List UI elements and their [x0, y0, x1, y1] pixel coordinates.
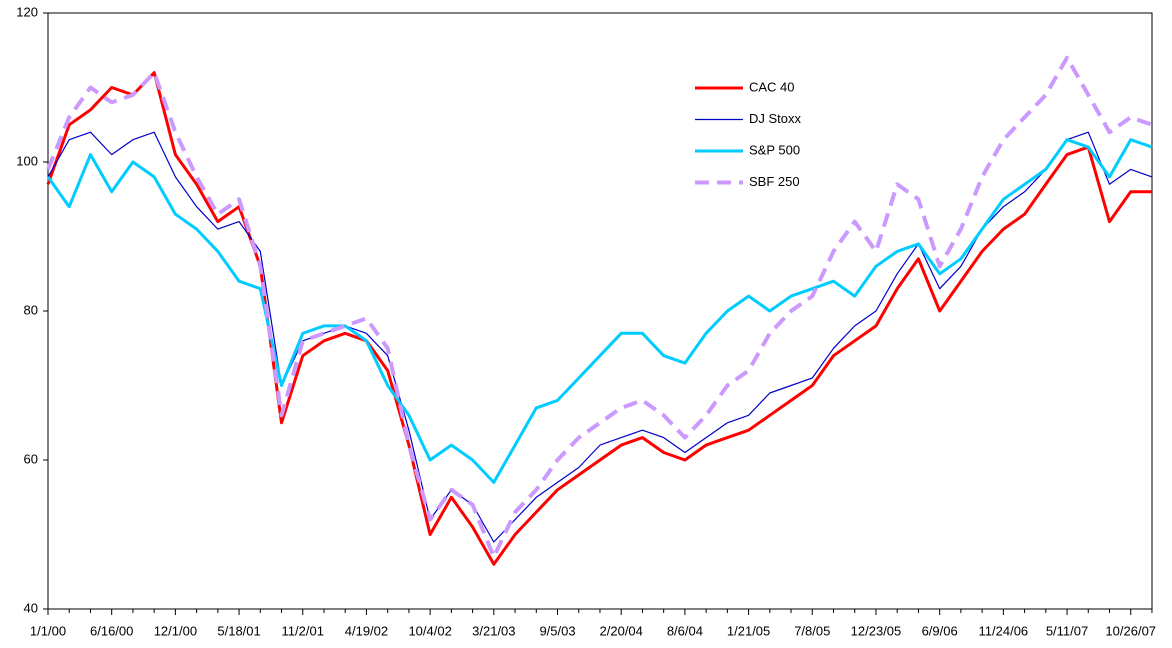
x-tick-label: 10/26/07: [1105, 623, 1156, 638]
x-tick-label: 6/9/06: [922, 623, 958, 638]
x-tick-label: 12/23/05: [851, 623, 902, 638]
series-line: [46, 71, 1152, 566]
x-tick-label: 5/11/07: [1046, 623, 1088, 638]
plot-frame: [47, 12, 1153, 610]
x-tick-label: 10/4/02: [408, 623, 451, 638]
legend-label: CAC 40: [749, 79, 795, 94]
x-tick-label: 11/24/06: [979, 623, 1029, 638]
x-tick-label: 1/21/05: [727, 623, 770, 638]
y-tick-label: 120: [16, 4, 38, 19]
x-tick-label: 4/19/02: [345, 623, 388, 638]
legend-label: S&P 500: [749, 142, 800, 157]
x-tick-label: 6/16/00: [90, 623, 133, 638]
x-tick-label: 2/20/04: [600, 623, 643, 638]
x-tick-label: 8/6/04: [667, 623, 703, 638]
x-tick-label: 5/18/01: [217, 623, 260, 638]
series-line: [47, 131, 1153, 543]
legend-label: DJ Stoxx: [749, 111, 802, 126]
x-tick-label: 12/1/00: [154, 623, 197, 638]
legend-label: SBF 250: [749, 174, 800, 189]
x-tick-label: 7/8/05: [794, 623, 830, 638]
x-tick-label: 9/5/03: [539, 623, 575, 638]
x-tick-label: 11/2/01: [282, 623, 324, 638]
y-tick-label: 80: [24, 302, 38, 317]
y-tick-label: 40: [24, 600, 38, 615]
x-tick-label: 3/21/03: [472, 623, 515, 638]
x-tick-label: 1/1/00: [30, 623, 66, 638]
series-line: [46, 55, 1153, 559]
y-tick-label: 60: [24, 451, 38, 466]
series-line: [46, 138, 1153, 484]
y-tick-label: 100: [16, 153, 38, 168]
